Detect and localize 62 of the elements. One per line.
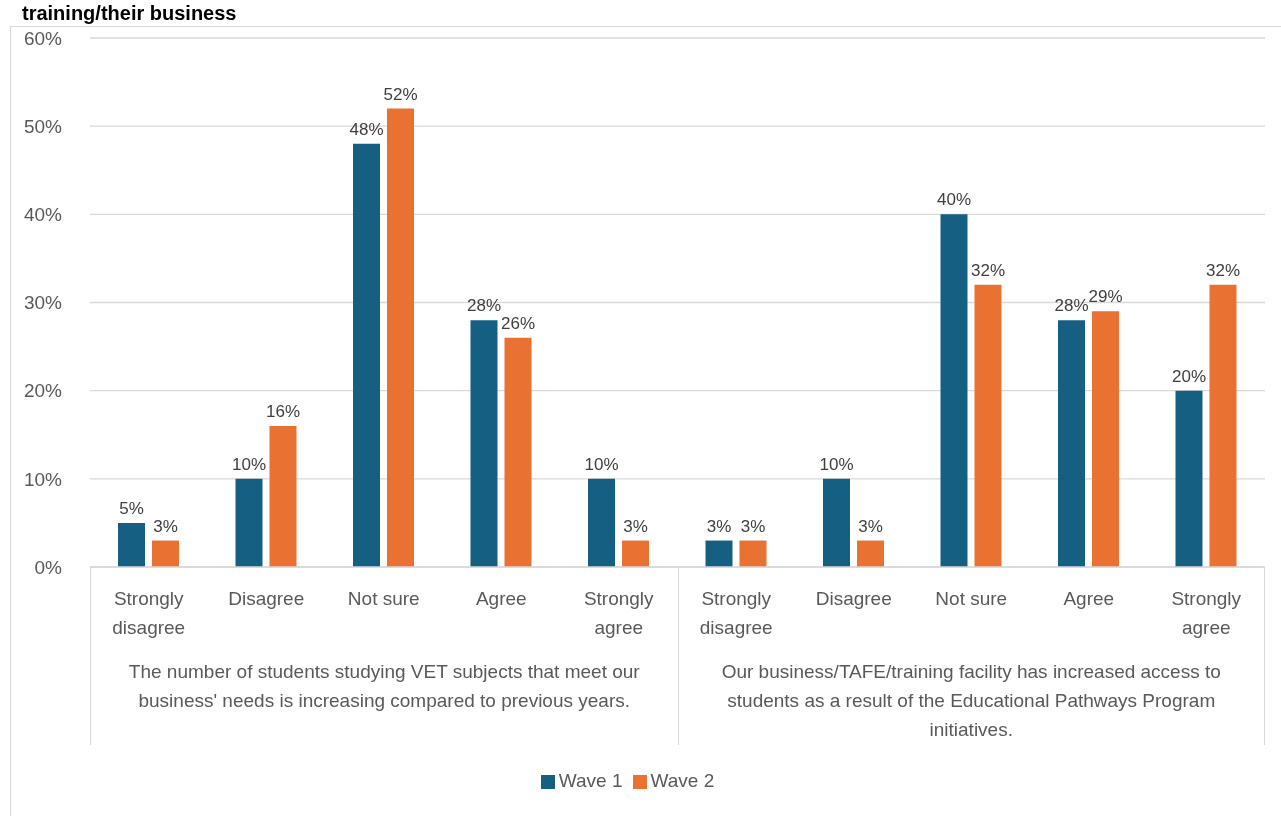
- bar: [470, 320, 498, 567]
- data-label: 5%: [119, 498, 144, 518]
- data-label: 16%: [265, 401, 301, 421]
- bar: [588, 478, 615, 567]
- y-tick-label: 20%: [23, 380, 63, 402]
- data-label: 3%: [623, 516, 648, 536]
- data-label: 26%: [500, 313, 536, 333]
- y-tick-label: 0%: [34, 556, 63, 578]
- data-label: 32%: [1205, 260, 1241, 280]
- data-label: 20%: [1171, 366, 1207, 386]
- x-tick-label: Disagree: [815, 588, 892, 609]
- bar: [940, 214, 968, 567]
- bar: [705, 540, 733, 567]
- bar: [118, 522, 145, 567]
- data-label: 48%: [349, 119, 384, 139]
- data-label: 29%: [1088, 287, 1123, 307]
- text: Our business/TAFE/training facility has increased access to students as a result of the Educational Pathways Program initiatives.: [721, 661, 1221, 740]
- data-label: 52%: [383, 84, 418, 104]
- data-label: 10%: [231, 454, 267, 474]
- bar: [622, 540, 649, 567]
- bar: [504, 337, 532, 567]
- data-label: 3%: [153, 516, 178, 536]
- y-tick-label: 30%: [23, 292, 63, 314]
- data-label: 28%: [466, 296, 502, 316]
- bar: [857, 540, 884, 567]
- data-label: 3%: [740, 516, 766, 536]
- legend-label: Wave 2: [650, 770, 715, 791]
- bar: [823, 478, 850, 567]
- data-label: 10%: [584, 454, 619, 474]
- chart-title: training/their business: [22, 2, 237, 25]
- text: The number of students studying VET subjects that meet our business' needs is increasing compared to previous years.: [128, 661, 640, 711]
- y-tick-label: 40%: [23, 204, 63, 226]
- bar: [739, 540, 767, 567]
- bar: [269, 425, 297, 567]
- y-tick-label: 50%: [23, 115, 63, 137]
- data-label: 32%: [970, 260, 1006, 280]
- x-tick-label: Strongly disagree: [699, 588, 773, 638]
- x-tick-label: Agree: [1063, 588, 1115, 609]
- bar: [235, 478, 263, 567]
- x-tick-label: Not sure: [935, 588, 1008, 609]
- bar: [353, 143, 380, 567]
- y-tick-label: 60%: [23, 27, 63, 49]
- data-label: 3%: [858, 516, 883, 536]
- data-label: 10%: [819, 454, 854, 474]
- bar: [1058, 320, 1085, 567]
- bar: [1175, 390, 1203, 567]
- x-tick-label: Strongly agree: [583, 588, 655, 638]
- x-tick-label: Agree: [475, 588, 527, 609]
- y-tick-label: 10%: [23, 468, 63, 490]
- bar: [1209, 284, 1237, 567]
- bar: [152, 540, 179, 567]
- data-label: 3%: [706, 516, 732, 536]
- x-tick-label: Strongly agree: [1171, 588, 1242, 638]
- data-label: 28%: [1054, 296, 1089, 316]
- bar: [974, 284, 1002, 567]
- x-tick-label: Strongly disagree: [112, 588, 186, 638]
- bar: [387, 108, 414, 567]
- x-tick-label: Not sure: [347, 588, 420, 609]
- legend-label: Wave 1: [558, 770, 623, 791]
- data-label: 40%: [936, 190, 972, 210]
- bar: [1092, 311, 1119, 567]
- x-tick-label: Disagree: [228, 588, 305, 609]
